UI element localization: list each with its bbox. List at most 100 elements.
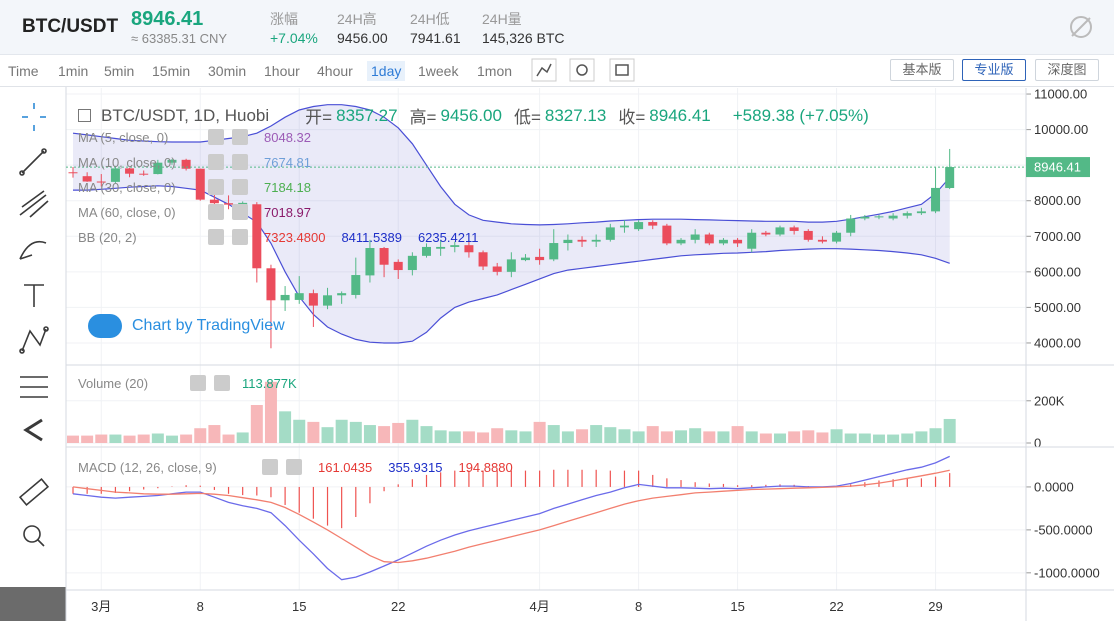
candle-body [718, 239, 728, 244]
interval-button[interactable]: 1week [418, 63, 459, 79]
candle-body [535, 256, 545, 261]
volume-bar [844, 433, 857, 443]
indicator-remove[interactable] [232, 129, 248, 145]
y-tick-label: 0.0000 [1034, 479, 1074, 494]
indicator-settings[interactable] [208, 204, 224, 220]
candle-body [945, 167, 955, 189]
interval-button[interactable]: 1mon [477, 63, 513, 79]
scroll-button[interactable] [0, 587, 66, 621]
toolbar: Time 1min 5min 15min 30min 1hour 4hour 1day 1wee… [0, 55, 1114, 87]
volume-bar [858, 433, 871, 443]
candle-body [195, 168, 205, 200]
candle-body [846, 218, 856, 233]
y-tick-label: 5000.00 [1034, 300, 1081, 315]
line-tool[interactable] [19, 148, 47, 176]
volume-bar [604, 427, 617, 443]
legend-field-value: 8946.41 [649, 105, 711, 125]
indicator-remove[interactable] [232, 204, 248, 220]
volume-bar [448, 431, 461, 443]
candle-body [365, 248, 375, 276]
x-tick-label: 15 [292, 599, 306, 614]
volume-bar [165, 435, 178, 443]
volume-bar [745, 431, 758, 443]
macd-value: 355.9315 [388, 459, 443, 475]
volume-bar [434, 430, 447, 443]
settings-button[interactable] [569, 58, 595, 82]
volume-bar [208, 425, 221, 443]
candle-body [733, 239, 743, 244]
crosshair-tool[interactable] [22, 103, 46, 131]
candle-body [803, 230, 813, 240]
indicator-remove[interactable] [232, 154, 248, 170]
indicator-remove[interactable] [286, 459, 302, 475]
volume-bar [279, 411, 292, 443]
indicator-settings[interactable] [208, 129, 224, 145]
theme-icon[interactable] [1068, 14, 1094, 40]
volume-bar [533, 421, 546, 443]
volume-bar [901, 433, 914, 443]
last-price-tag [1026, 157, 1090, 178]
candle-body [662, 225, 672, 244]
indicator-settings[interactable] [190, 375, 206, 391]
volume-bar [378, 426, 391, 443]
fullscreen-button[interactable] [609, 58, 635, 82]
pattern-tool[interactable] [19, 326, 49, 354]
hide-tool[interactable] [23, 418, 43, 442]
view-button[interactable]: 深度图 [1035, 59, 1099, 81]
text-tool[interactable] [24, 284, 44, 307]
indicator-name: MA (30, close, 0) [78, 179, 176, 195]
x-tick-label: 22 [391, 599, 405, 614]
interval-button[interactable]: 4hour [317, 63, 353, 79]
indicator-row: MA (30, close, 0) 7184.18 [78, 179, 311, 195]
legend-field-value: 8327.13 [544, 105, 607, 125]
interval-button[interactable]: 30min [208, 63, 247, 79]
indicator-settings[interactable] [208, 229, 224, 245]
interval-button[interactable]: 1min [58, 63, 89, 79]
candle-body [209, 199, 219, 204]
price-cny: ≈ 63385.31 CNY [131, 31, 228, 46]
zoom-tool[interactable] [23, 525, 45, 547]
candle-body [379, 248, 389, 265]
ruler-tool[interactable] [18, 478, 50, 506]
brush-tool[interactable] [19, 240, 47, 260]
candle-body [605, 227, 615, 240]
indicator-settings[interactable] [262, 459, 278, 475]
volume-bar [731, 426, 744, 443]
interval-button[interactable]: 5min [104, 63, 135, 79]
interval-button[interactable]: Time [8, 63, 39, 79]
indicator-value: 7674.81 [264, 154, 311, 170]
view-button[interactable]: 专业版 [962, 59, 1026, 81]
candle-body [266, 268, 276, 301]
indicator-value: 8048.32 [264, 129, 311, 145]
measure-tool[interactable] [20, 376, 48, 398]
pitchfork-tool[interactable] [19, 190, 49, 218]
indicator-value: 7323.4800 [264, 229, 326, 245]
indicator-value: 7184.18 [264, 179, 311, 195]
interval-button[interactable]: 15min [152, 63, 191, 79]
collapse-icon[interactable] [78, 109, 91, 122]
candle-body [323, 295, 333, 306]
stat-label: 涨幅 [270, 11, 298, 27]
candle-body [393, 261, 403, 271]
volume-bar [123, 435, 136, 443]
indicator-settings[interactable] [208, 154, 224, 170]
indicator-remove[interactable] [232, 229, 248, 245]
indicator-remove[interactable] [214, 375, 230, 391]
volume-value: 113.877K [242, 375, 297, 391]
candle-body [351, 275, 361, 295]
volume-bar [462, 431, 475, 443]
legend-field-label: 低= [513, 108, 541, 127]
candle-body [874, 216, 884, 218]
chart-style-button[interactable] [531, 58, 557, 82]
candle-body [577, 239, 587, 242]
indicator-settings[interactable] [208, 179, 224, 195]
volume-bar [321, 427, 334, 443]
interval-button[interactable]: 1day [367, 61, 406, 81]
volume-bar [491, 428, 504, 443]
interval-button[interactable]: 1hour [264, 63, 300, 79]
view-button[interactable]: 基本版 [890, 59, 954, 81]
indicator-remove[interactable] [232, 179, 248, 195]
watermark: Chart by TradingView [88, 314, 285, 338]
